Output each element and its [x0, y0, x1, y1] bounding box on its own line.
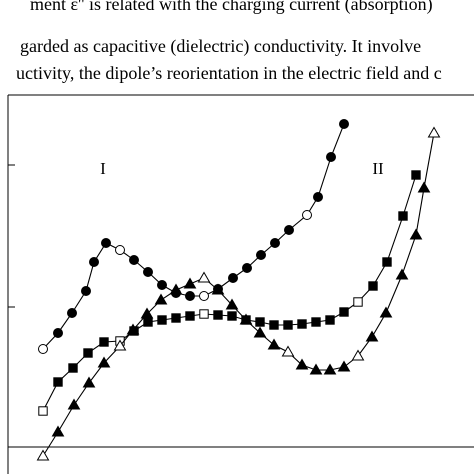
marker — [267, 338, 281, 350]
marker — [427, 126, 441, 138]
series-line — [42, 132, 435, 457]
marker — [417, 181, 431, 193]
marker — [255, 317, 265, 327]
marker — [269, 320, 279, 330]
marker — [284, 225, 294, 235]
annotation: II — [372, 159, 384, 178]
marker — [36, 449, 50, 461]
marker — [199, 309, 209, 319]
marker — [82, 376, 96, 388]
marker — [157, 315, 167, 325]
marker — [409, 228, 423, 240]
marker — [51, 425, 65, 437]
marker — [83, 348, 93, 358]
marker — [379, 306, 393, 318]
marker — [339, 307, 349, 317]
marker — [337, 360, 351, 372]
marker — [211, 283, 225, 295]
marker — [213, 310, 223, 320]
marker — [171, 313, 181, 323]
marker — [365, 330, 379, 342]
marker — [53, 377, 63, 387]
marker — [351, 349, 365, 361]
marker — [169, 283, 183, 295]
text-line: uctivity, the dipole’s reorientation in … — [16, 63, 442, 83]
marker — [297, 319, 307, 329]
marker — [89, 257, 99, 267]
plot — [8, 119, 474, 461]
marker — [323, 363, 337, 375]
marker — [339, 119, 349, 129]
marker — [325, 315, 335, 325]
marker — [38, 344, 48, 354]
marker — [242, 263, 252, 273]
marker — [81, 286, 91, 296]
marker — [197, 271, 211, 283]
marker — [101, 238, 111, 248]
marker — [185, 291, 195, 301]
annotation: I — [100, 159, 106, 178]
marker — [115, 245, 125, 255]
marker — [302, 210, 312, 220]
marker — [256, 250, 266, 260]
marker — [227, 311, 237, 321]
marker — [309, 363, 323, 375]
marker — [129, 255, 139, 265]
marker — [326, 152, 336, 162]
marker — [154, 293, 168, 305]
marker — [126, 323, 140, 335]
text-line: ment ε'' is related with the charging cu… — [30, 0, 433, 15]
marker — [67, 308, 77, 318]
marker — [270, 238, 280, 248]
marker — [295, 358, 309, 370]
marker — [281, 345, 295, 357]
marker — [398, 211, 408, 221]
marker — [228, 273, 238, 283]
marker — [38, 406, 48, 416]
marker — [239, 313, 253, 325]
marker — [382, 257, 392, 267]
marker — [368, 281, 378, 291]
marker — [283, 320, 293, 330]
marker — [67, 398, 81, 410]
marker — [199, 291, 209, 301]
text-line: garded as capacitive (dielectric) conduc… — [20, 36, 421, 57]
marker — [311, 317, 321, 327]
marker — [183, 277, 197, 289]
marker — [253, 326, 267, 338]
marker — [140, 307, 154, 319]
marker — [143, 317, 153, 327]
marker — [99, 337, 109, 347]
marker — [68, 363, 78, 373]
marker — [97, 356, 111, 368]
marker — [313, 192, 323, 202]
marker — [353, 297, 363, 307]
marker — [185, 311, 195, 321]
marker — [225, 298, 239, 310]
series-line — [42, 174, 417, 412]
marker — [411, 170, 421, 180]
marker — [113, 339, 127, 351]
marker — [53, 328, 63, 338]
marker — [157, 280, 167, 290]
marker — [395, 268, 409, 280]
marker — [143, 267, 153, 277]
